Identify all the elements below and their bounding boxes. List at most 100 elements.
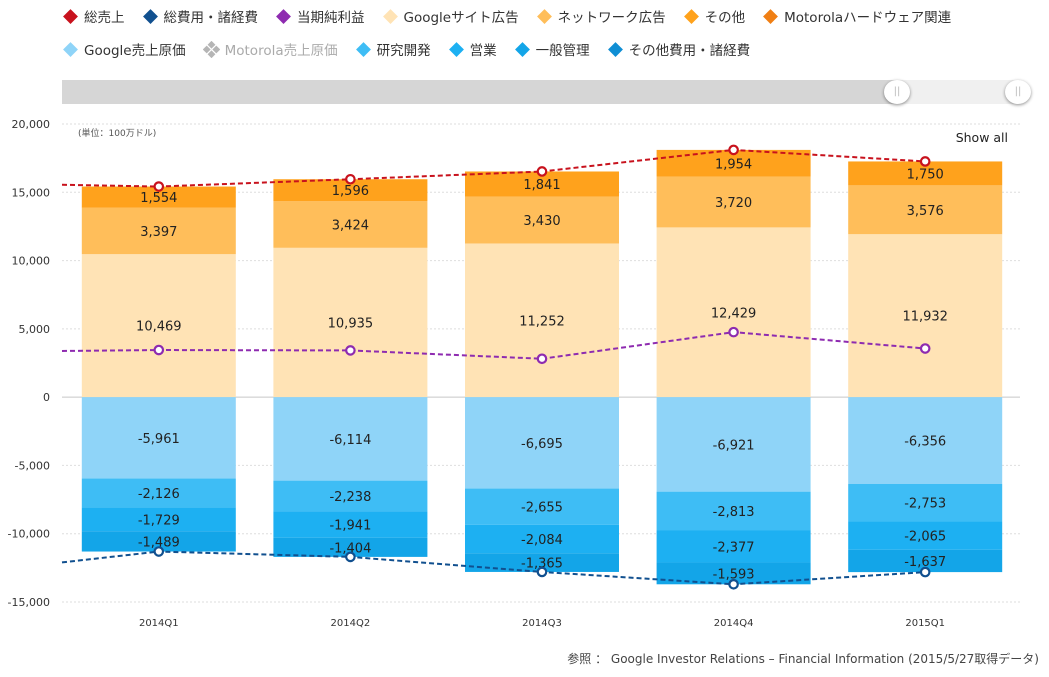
legend-item-11[interactable]: 一般管理 [514,39,590,59]
x-tick-label: 2014Q3 [522,618,562,629]
legend-label: Motorolaハードウェア関連 [784,10,952,26]
y-tick-label: 5,000 [19,323,51,336]
bar-segment [273,247,428,398]
data-label: -1,489 [138,535,180,550]
data-label: -2,753 [904,497,946,512]
legend-item-1[interactable]: 総費用・諸経費 [142,6,258,26]
data-label: 3,430 [523,214,560,229]
legend-label: 当期純利益 [297,10,365,26]
bar-segment [848,549,1003,573]
legend-label: Googleサイト広告 [403,10,519,26]
data-label: 1,750 [907,167,944,182]
diamond-icon [514,41,530,57]
legend-label: 総売上 [84,10,125,26]
data-label: -6,921 [713,438,755,453]
legend-label: その他 [704,10,746,26]
legend-item-10[interactable]: 営業 [448,39,497,59]
legend-item-12[interactable]: その他費用・諸経費 [607,39,750,59]
data-label: -1,404 [329,541,371,556]
bar-segment [848,483,1003,522]
source-note: 参照 ： Google Investor Relations – Financi… [567,652,1039,666]
data-label: -6,114 [329,433,371,448]
data-label: -5,961 [138,432,180,447]
diamond-icon [355,41,371,57]
diamond-icon [63,41,78,57]
y-tick-label: -10,000 [8,528,50,541]
bar-segment [848,185,1003,235]
y-tick-label: 10,000 [12,255,51,268]
data-label: 11,252 [519,314,565,329]
data-label: -2,813 [713,505,755,520]
legend-item-0[interactable]: 総売上 [62,6,125,26]
legend-label: Motorola売上原価 [224,43,338,59]
chart-legend: 総売上 総費用・諸経費 当期純利益 Googleサイト広告 ネットワーク広告 その他 Mot… [62,6,1042,59]
legend-item-2[interactable]: 当期純利益 [275,6,365,26]
x-tick-label: 2014Q1 [139,618,179,629]
line-point [728,579,739,590]
data-label: -6,356 [904,435,946,450]
legend-item-5[interactable]: その他 [683,6,746,26]
show-all-button[interactable]: Show all [955,130,1008,145]
range-selection [62,80,897,104]
diamond-icon [276,8,291,24]
legend-item-4[interactable]: ネットワーク広告 [536,6,666,26]
line-point [728,326,739,338]
legend-label: 研究開発 [376,43,431,59]
data-label: -2,655 [521,501,563,516]
range-scrollbar[interactable]: || || [62,80,1031,104]
bar-segment [273,397,428,481]
bar-segment [465,397,619,489]
legend-label: 営業 [469,43,497,59]
line-point [919,566,931,578]
data-label: -1,941 [329,518,371,533]
bar-segment [656,397,811,492]
data-label: -1,637 [904,555,946,570]
legend-item-6[interactable]: Motorolaハードウェア関連 [762,6,951,26]
line-point [345,345,356,356]
line-point [536,353,548,365]
bar-segment [465,524,619,554]
diamond-icon [63,8,78,24]
data-label: -2,065 [904,530,946,545]
data-label: -2,126 [138,487,180,502]
diamond-icon [142,8,158,24]
bar-segment [81,397,236,479]
y-tick-label: 20,000 [12,118,51,131]
legend-item-7[interactable]: Google売上原価 [62,39,186,59]
line-point [536,166,548,177]
data-label: 12,429 [711,306,757,321]
data-label: -1,365 [521,557,563,572]
line-point [728,144,739,156]
legend-item-8[interactable]: Motorola売上原価 [202,39,338,59]
range-handle-left[interactable]: || [884,80,910,104]
legend-label: Google売上原価 [84,43,186,59]
bar-segment [273,511,428,538]
legend-item-3[interactable]: Googleサイト広告 [382,6,519,26]
bar-segment [656,562,811,585]
legend-label: ネットワーク広告 [557,10,666,26]
diamond-icon [607,41,623,57]
bar-segment [848,161,1003,186]
diamond-icon [382,8,398,24]
data-label: -2,377 [713,540,755,555]
data-label: 1,554 [140,191,177,206]
line-point [919,343,931,354]
range-handle-right[interactable]: || [1005,80,1031,104]
data-label: 1,841 [523,178,560,193]
legend-item-9[interactable]: 研究開発 [355,39,431,59]
data-label: 3,397 [140,225,177,240]
diamond-icon [536,8,552,24]
bar-segment [81,254,236,398]
data-label: -2,084 [521,533,563,548]
bar-segment [81,478,236,508]
y-tick-label: -5,000 [15,459,50,472]
bar-segment [465,488,619,525]
bar-segment [273,201,428,248]
x-tick-label: 2014Q4 [714,618,754,629]
line-point [153,546,165,557]
data-label: 11,932 [902,310,948,325]
line-point [536,566,548,578]
bar-segment [81,186,236,208]
